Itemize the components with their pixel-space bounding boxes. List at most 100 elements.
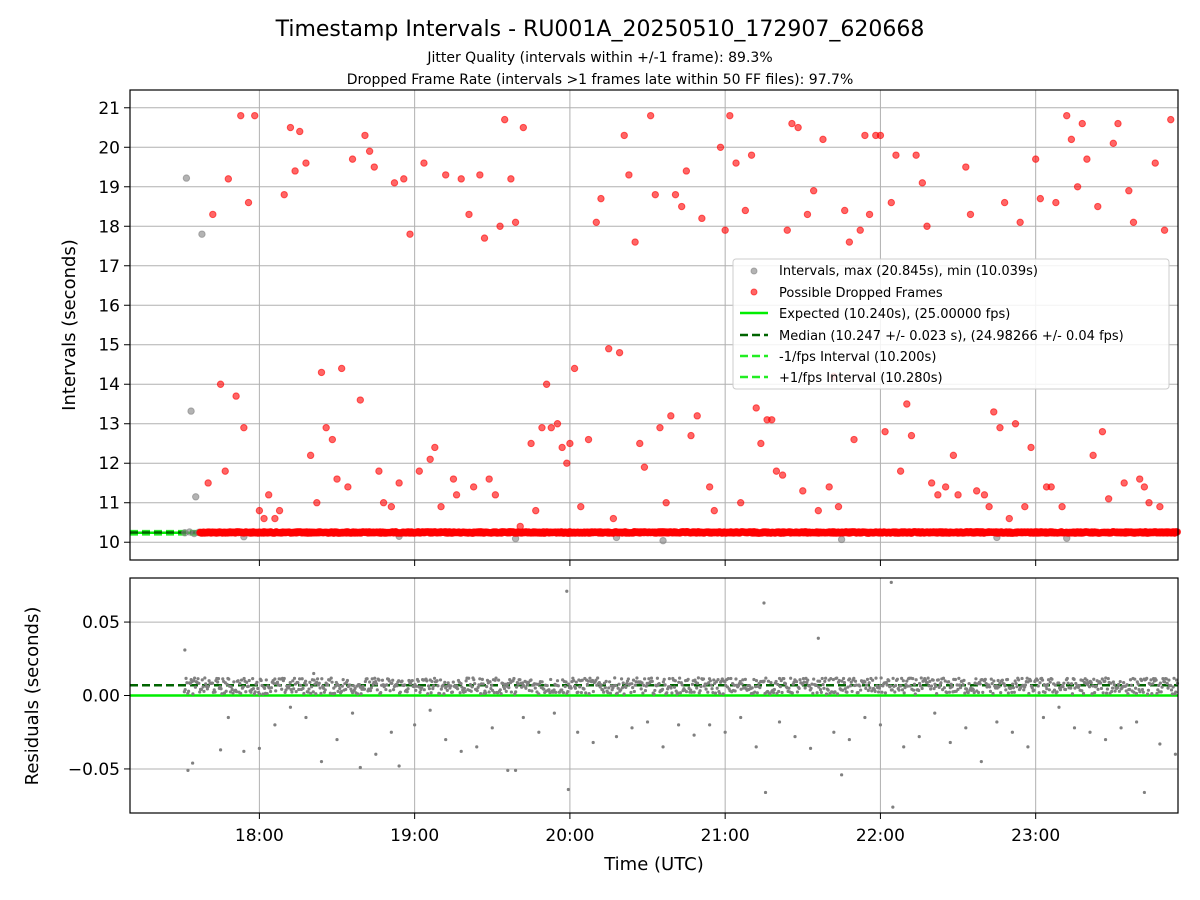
residual-point — [278, 683, 282, 688]
residual-point — [1091, 684, 1095, 688]
residual-point — [1092, 677, 1096, 681]
residual-point — [879, 676, 883, 680]
dropped-frame-point — [834, 502, 843, 511]
residual-point — [1012, 690, 1016, 694]
residual-outlier-point — [1158, 742, 1162, 746]
residual-point — [608, 691, 613, 695]
residual-point — [472, 678, 476, 682]
legend-label-plus-fps: +1/fps Interval (10.280s) — [779, 371, 943, 386]
residual-point — [999, 690, 1003, 695]
residual-outlier-point — [358, 765, 362, 770]
residual-point — [931, 678, 935, 682]
residual-point — [247, 678, 251, 683]
dropped-frame-point — [519, 123, 528, 132]
residual-point — [588, 676, 592, 680]
residual-point — [650, 679, 654, 683]
residual-point — [1116, 685, 1120, 690]
residual-outlier-point — [490, 726, 494, 730]
residual-point — [1134, 691, 1139, 696]
residual-outlier-point — [186, 768, 190, 773]
dropped-frame-baseline-point — [1173, 528, 1182, 536]
residual-point — [649, 676, 654, 680]
residual-point — [1145, 676, 1149, 680]
residual-point — [429, 691, 433, 695]
residual-point — [1030, 686, 1034, 690]
residual-point — [934, 684, 938, 689]
legend-marker-intervals — [750, 267, 758, 275]
residual-point — [451, 680, 455, 684]
dropped-frame-point — [221, 467, 229, 475]
residual-point — [1133, 677, 1137, 681]
dropped-frame-point — [1078, 119, 1086, 128]
dropped-frame-point — [752, 404, 760, 412]
residual-point — [989, 677, 993, 681]
residual-point — [468, 682, 473, 687]
dropped-frame-point — [726, 111, 734, 120]
residual-point — [1025, 676, 1029, 680]
residual-point — [885, 683, 889, 687]
dropped-frame-point — [892, 151, 900, 159]
dropped-frame-point — [1098, 427, 1107, 436]
residual-point — [479, 691, 483, 696]
residual-point — [829, 676, 833, 681]
residual-point — [692, 690, 696, 694]
residual-point — [821, 682, 825, 687]
residual-point — [783, 682, 788, 686]
residual-point — [317, 681, 321, 685]
residual-outlier-point — [847, 737, 851, 742]
dropped-frame-point — [516, 522, 524, 531]
residual-point — [1159, 690, 1163, 694]
residual-point — [309, 685, 314, 689]
residual-point — [350, 691, 355, 695]
residual-outlier-point — [630, 726, 634, 730]
residual-point — [438, 678, 443, 682]
dropped-frame-point — [538, 423, 546, 432]
residual-point — [449, 684, 453, 688]
residual-point — [574, 680, 578, 684]
residual-point — [282, 676, 286, 681]
residual-point — [283, 690, 287, 695]
residual-point — [193, 685, 198, 689]
residual-point — [308, 680, 312, 684]
residual-point — [576, 690, 580, 694]
residual-outlier-point — [840, 773, 844, 777]
residual-point — [232, 680, 236, 684]
residual-point — [200, 678, 204, 682]
dropped-frame-point — [361, 131, 369, 140]
residual-outlier-point — [793, 735, 797, 739]
residual-point — [895, 677, 899, 681]
residual-point — [950, 685, 954, 689]
residual-point — [812, 677, 816, 681]
dropped-frame-point — [584, 435, 593, 444]
residual-point — [810, 682, 814, 686]
residual-point — [344, 687, 348, 692]
dropped-frame-point — [291, 167, 299, 175]
residual-point — [849, 680, 853, 684]
residual-point — [899, 684, 903, 688]
dropped-frame-point — [966, 210, 975, 219]
residual-point — [720, 677, 724, 681]
intervals-y-tick-label: 21 — [98, 99, 120, 119]
residual-point — [443, 680, 447, 685]
residual-point — [508, 677, 512, 682]
residual-point — [445, 688, 449, 692]
residual-point — [850, 689, 854, 694]
dropped-frame-point — [865, 210, 874, 219]
residual-point — [603, 686, 607, 690]
residual-outlier-point — [1119, 726, 1123, 730]
residual-point — [902, 691, 906, 695]
residual-point — [377, 678, 381, 682]
residual-point — [311, 690, 315, 694]
residual-point — [1164, 677, 1168, 681]
residual-point — [273, 677, 277, 681]
dropped-frame-point — [1109, 139, 1118, 148]
residual-point — [340, 684, 344, 688]
residual-point — [865, 677, 870, 681]
residual-point — [1138, 690, 1142, 694]
residual-point — [655, 676, 660, 680]
interval-point — [198, 230, 206, 238]
residual-point — [303, 679, 308, 683]
residual-point — [787, 686, 791, 690]
dropped-frame-point — [491, 491, 500, 499]
residual-point — [1040, 678, 1045, 682]
